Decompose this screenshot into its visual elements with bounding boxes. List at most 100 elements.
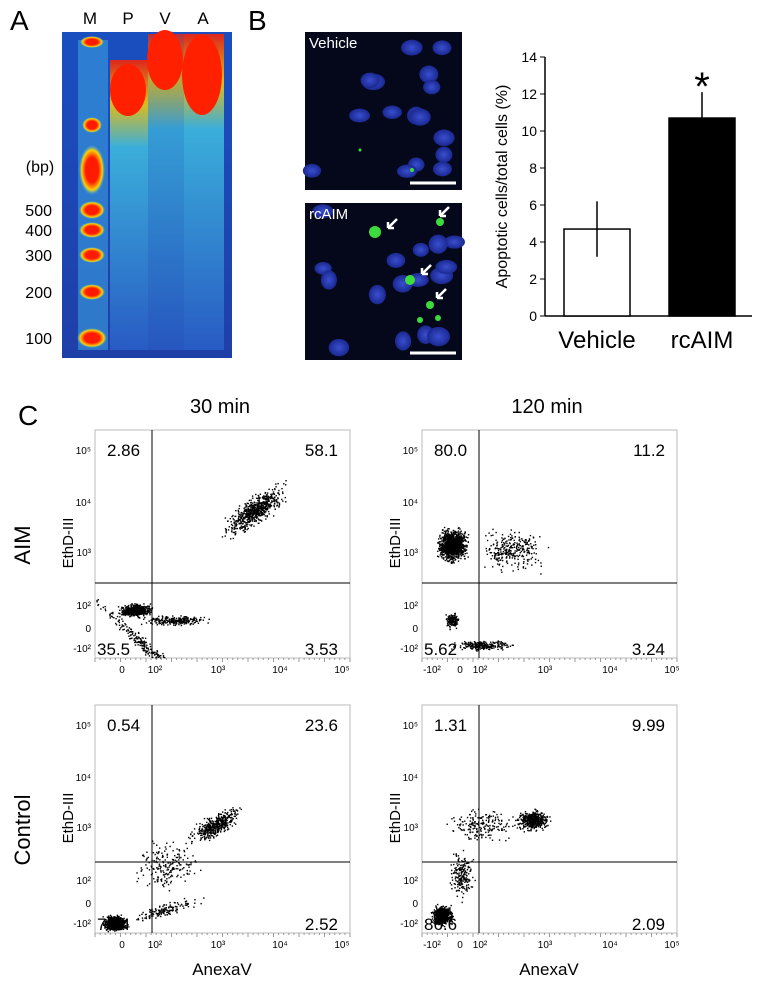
event bbox=[256, 498, 257, 499]
event bbox=[171, 619, 172, 620]
event bbox=[262, 513, 263, 514]
event bbox=[448, 617, 449, 618]
event bbox=[246, 510, 247, 511]
event bbox=[246, 524, 247, 525]
event bbox=[474, 643, 475, 644]
event bbox=[182, 618, 183, 619]
event bbox=[150, 646, 151, 647]
event bbox=[234, 822, 235, 823]
event bbox=[458, 538, 459, 539]
event bbox=[495, 646, 496, 647]
event bbox=[244, 527, 245, 528]
event bbox=[508, 552, 509, 553]
event bbox=[148, 610, 149, 611]
event bbox=[100, 608, 101, 609]
event bbox=[157, 654, 158, 655]
event bbox=[491, 646, 492, 647]
event bbox=[511, 554, 512, 555]
event bbox=[142, 637, 143, 638]
event bbox=[453, 562, 454, 563]
event bbox=[454, 538, 455, 539]
event bbox=[225, 809, 226, 810]
event bbox=[141, 640, 142, 641]
event bbox=[450, 535, 451, 536]
event bbox=[462, 649, 463, 650]
gel-lane bbox=[78, 40, 108, 350]
event bbox=[450, 614, 451, 615]
event bbox=[441, 556, 442, 557]
event bbox=[252, 515, 253, 516]
event bbox=[232, 807, 233, 808]
event bbox=[156, 618, 157, 619]
event bbox=[507, 554, 508, 555]
event bbox=[268, 489, 269, 490]
event bbox=[439, 550, 440, 551]
event bbox=[215, 828, 216, 829]
event bbox=[209, 818, 210, 819]
event bbox=[444, 533, 445, 534]
event bbox=[518, 549, 519, 550]
event bbox=[115, 618, 116, 619]
event bbox=[443, 541, 444, 542]
event bbox=[531, 558, 532, 559]
scatter-events bbox=[96, 480, 286, 659]
event bbox=[116, 624, 117, 625]
event bbox=[528, 548, 529, 549]
event bbox=[191, 843, 192, 844]
event bbox=[213, 837, 214, 838]
event bbox=[216, 821, 217, 822]
event bbox=[503, 548, 504, 549]
event bbox=[488, 532, 489, 533]
event bbox=[225, 517, 226, 518]
event bbox=[164, 876, 165, 877]
event bbox=[230, 521, 231, 522]
event bbox=[462, 554, 463, 555]
event bbox=[504, 552, 505, 553]
nucleus bbox=[349, 109, 370, 123]
event bbox=[128, 608, 129, 609]
event bbox=[514, 542, 515, 543]
event bbox=[131, 615, 132, 616]
event bbox=[245, 504, 246, 505]
event bbox=[259, 507, 260, 508]
event bbox=[450, 537, 451, 538]
event bbox=[522, 549, 523, 550]
event bbox=[145, 650, 146, 651]
event bbox=[517, 566, 518, 567]
event bbox=[447, 528, 448, 529]
event bbox=[264, 492, 265, 493]
event bbox=[242, 519, 243, 520]
event bbox=[438, 538, 439, 539]
event bbox=[505, 541, 506, 542]
event bbox=[128, 614, 129, 615]
event bbox=[528, 552, 529, 553]
event bbox=[125, 615, 126, 616]
event bbox=[254, 502, 255, 503]
event bbox=[239, 505, 240, 506]
event bbox=[126, 608, 127, 609]
event bbox=[103, 607, 104, 608]
event bbox=[523, 563, 524, 564]
event bbox=[535, 562, 536, 563]
event bbox=[468, 556, 469, 557]
event bbox=[256, 516, 257, 517]
event bbox=[508, 551, 509, 552]
event bbox=[442, 557, 443, 558]
gel-band bbox=[147, 30, 183, 90]
event bbox=[204, 827, 205, 828]
event bbox=[281, 499, 282, 500]
event bbox=[460, 537, 461, 538]
event bbox=[225, 822, 226, 823]
event bbox=[493, 647, 494, 648]
event bbox=[259, 498, 260, 499]
event bbox=[184, 619, 185, 620]
event bbox=[264, 512, 265, 513]
event bbox=[231, 819, 232, 820]
event bbox=[511, 529, 512, 530]
event bbox=[233, 523, 234, 524]
quadrant-value: 3.53 bbox=[305, 640, 338, 659]
event bbox=[514, 552, 515, 553]
event bbox=[504, 645, 505, 646]
gel-unit: (bp) bbox=[26, 159, 54, 176]
